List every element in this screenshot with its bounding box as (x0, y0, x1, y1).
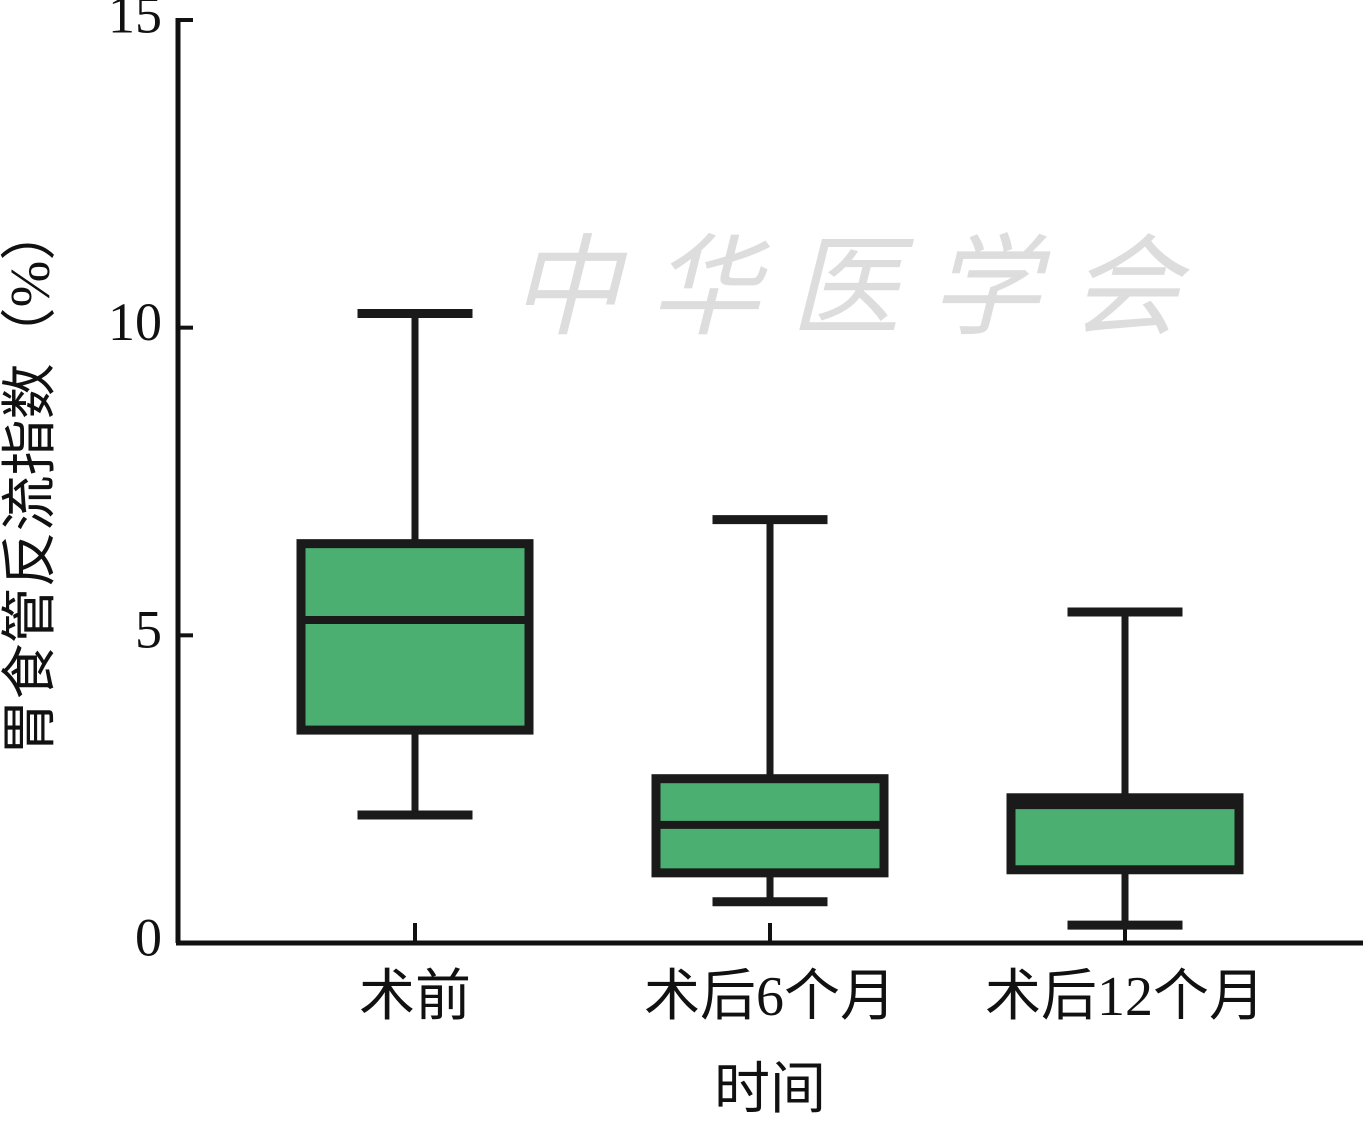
box (1006, 793, 1244, 875)
y-axis-label: 胃食管反流指数（%） (0, 205, 62, 756)
watermark: 中华医学会 (510, 227, 1210, 349)
x-tick-label: 术前 (359, 966, 471, 1028)
x-tick-label: 术后6个月 (644, 966, 896, 1028)
y-tick-label: 10 (108, 292, 162, 352)
y-tick-label: 5 (135, 600, 162, 660)
box (296, 539, 534, 735)
x-tick-label: 术后12个月 (985, 966, 1265, 1028)
y-tick-label: 0 (135, 907, 162, 967)
y-tick-label: 15 (108, 0, 162, 44)
x-axis-label: 时间 (714, 1059, 826, 1121)
